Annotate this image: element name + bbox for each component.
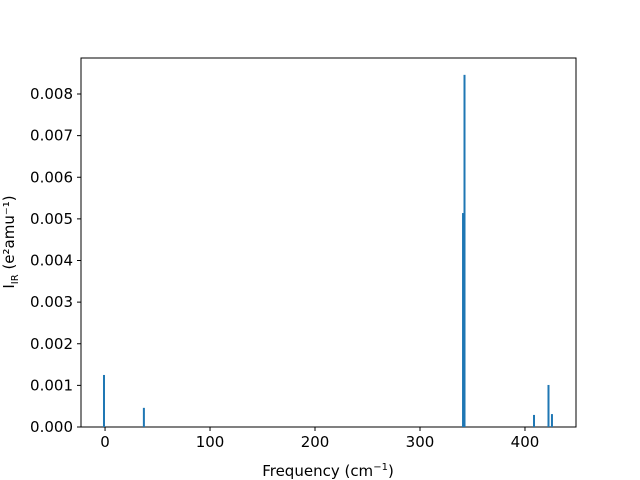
bar xyxy=(463,74,466,428)
y-label-main: I xyxy=(0,284,18,288)
y-axis-label: IIR (e²amu⁻¹) xyxy=(0,195,21,288)
y-tick-label: 0.006 xyxy=(30,168,73,186)
bar xyxy=(547,384,550,427)
x-tick-label: 400 xyxy=(511,433,540,451)
y-tick-label: 0.007 xyxy=(30,127,73,145)
y-tick-label: 0.004 xyxy=(30,252,73,270)
y-tick-label: 0.005 xyxy=(30,210,73,228)
x-label-sup: −1 xyxy=(373,462,388,473)
y-tick-label: 0.008 xyxy=(30,85,73,103)
x-axis-label: Frequency (cm−1) xyxy=(262,462,394,480)
x-tick-label: 0 xyxy=(100,433,110,451)
bar xyxy=(142,407,145,427)
x-label-close: ) xyxy=(388,462,394,480)
bar xyxy=(462,213,465,427)
x-tick-label: 200 xyxy=(301,433,330,451)
y-tick-label: 0.000 xyxy=(30,418,73,436)
x-tick-label: 300 xyxy=(406,433,435,451)
bar xyxy=(102,374,105,427)
y-tick-label: 0.003 xyxy=(30,293,73,311)
bar xyxy=(550,414,553,427)
y-label-sub: IR xyxy=(10,274,21,284)
y-tick-label: 0.002 xyxy=(30,335,73,353)
x-tick-label: 100 xyxy=(196,433,225,451)
y-tick-label: 0.001 xyxy=(30,376,73,394)
bar xyxy=(533,414,536,427)
x-label-main: Frequency (cm xyxy=(262,462,373,480)
y-label-unit: (e²amu⁻¹) xyxy=(0,195,18,274)
plot-frame xyxy=(80,57,577,428)
